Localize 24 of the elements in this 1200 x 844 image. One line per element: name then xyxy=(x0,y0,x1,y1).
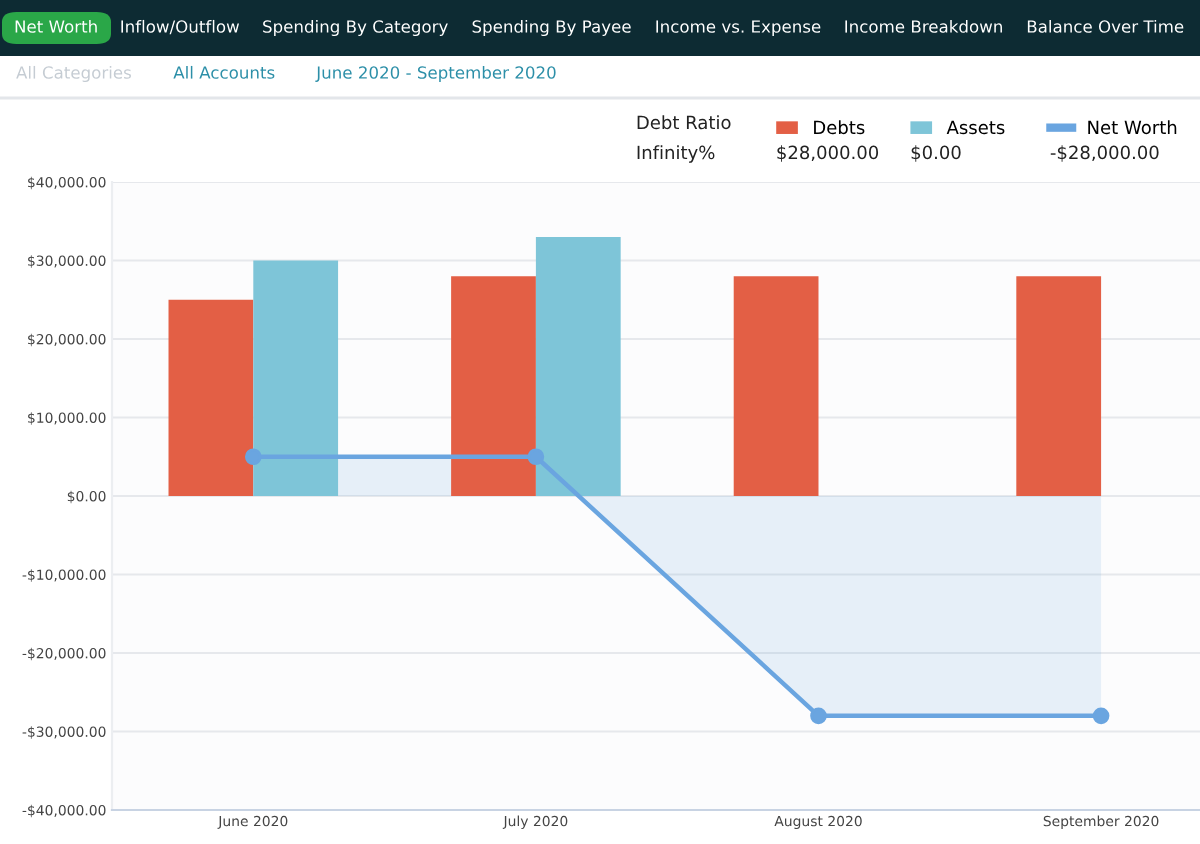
bar xyxy=(451,276,536,496)
legend-label: Debts xyxy=(814,120,865,135)
text: Spending By Payee xyxy=(472,19,631,37)
bar xyxy=(733,276,819,496)
text: $28,000.00 xyxy=(777,145,879,162)
text: Debt Ratio xyxy=(637,115,731,130)
text: Inflow/Outflow xyxy=(121,19,240,35)
text: Income Breakdown xyxy=(845,19,1002,33)
text: Income vs. Expense xyxy=(656,20,821,37)
bar xyxy=(535,236,621,496)
legend-label: Assets xyxy=(946,120,1005,135)
text: June 2020 - September 2020 xyxy=(315,65,556,83)
text: Spending By Category xyxy=(263,19,448,37)
text: $0.00 xyxy=(911,145,961,162)
legend-label: Net Worth xyxy=(1088,120,1177,135)
text: Net Worth xyxy=(15,19,97,33)
text: Infinity% xyxy=(637,145,715,163)
bar xyxy=(253,260,339,496)
bar xyxy=(1016,276,1102,496)
text: Balance Over Time xyxy=(1027,19,1184,33)
text: -$28,000.00 xyxy=(1050,145,1159,162)
text: All Accounts xyxy=(173,65,275,79)
text: All Categories xyxy=(16,65,131,83)
bar xyxy=(168,299,254,496)
